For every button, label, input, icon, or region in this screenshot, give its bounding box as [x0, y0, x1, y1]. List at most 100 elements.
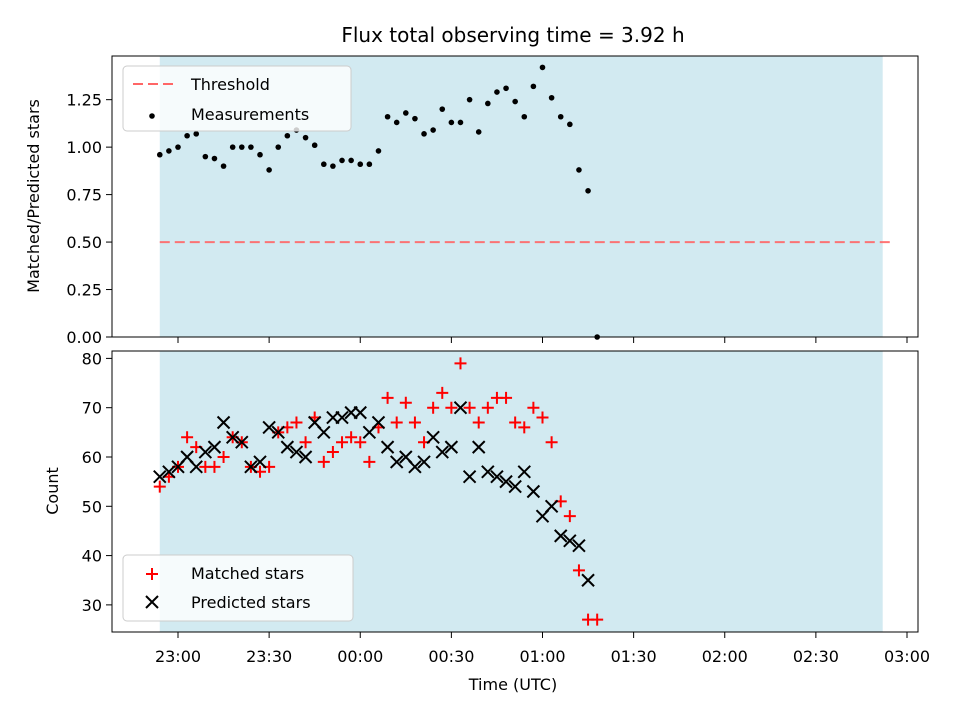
matched-star-point	[454, 357, 467, 370]
predicted-star-point	[198, 445, 213, 459]
bottom-x-ticks: 23:00 23:30 00:00 00:30 01:00 01:30 02:00 02:30…	[155, 632, 930, 666]
predicted-star-point	[253, 455, 267, 469]
predicted-star-point	[262, 420, 276, 435]
measurement-point	[503, 85, 509, 92]
y-tick-label: 0.50	[66, 233, 102, 252]
predicted-star-point	[298, 450, 313, 464]
measurement-point	[339, 157, 345, 164]
measurement-point	[512, 98, 518, 105]
y-tick-label: 70	[82, 399, 102, 418]
matched-star-point	[527, 401, 540, 414]
predicted-star-point	[335, 410, 349, 425]
matched-star-point	[381, 391, 394, 404]
matched-star-point	[572, 564, 585, 577]
predicted-star-point	[153, 470, 167, 484]
measurement-point	[375, 148, 382, 154]
predicted-star-point	[353, 405, 367, 420]
bottom-y-ticks: 30 40 50 60 70 80	[82, 349, 112, 615]
top-points	[156, 64, 600, 340]
matched-star-point	[153, 480, 166, 493]
measurement-point	[220, 163, 227, 169]
predicted-star-point	[216, 415, 231, 430]
predicted-star-point	[417, 455, 431, 469]
matched-star-point	[217, 450, 230, 463]
x-tick-label: 03:00	[884, 647, 930, 666]
measurement-point	[393, 119, 400, 126]
measurement-point	[229, 144, 236, 150]
predicted-star-point	[317, 425, 331, 440]
predicted-star-point	[526, 484, 541, 499]
matched-star-point	[299, 436, 312, 449]
y-tick-label: 80	[82, 349, 102, 368]
y-tick-label: 1.25	[66, 91, 102, 110]
predicted-star-point	[271, 425, 285, 440]
x-tick-label: 01:00	[519, 647, 565, 666]
legend-measurements-label: Measurements	[191, 105, 309, 124]
predicted-star-point	[472, 440, 486, 454]
measurement-point	[403, 110, 409, 116]
x-tick-label: 23:00	[155, 647, 201, 666]
top-legend: Threshold Measurements	[122, 65, 352, 132]
measurement-point	[439, 106, 446, 112]
predicted-star-point	[371, 415, 386, 430]
predicted-star-point	[554, 529, 568, 543]
predicted-star-point	[162, 465, 176, 479]
measurement-point	[302, 134, 309, 141]
matched-star-point	[472, 416, 485, 429]
matched-star-point	[336, 436, 349, 449]
predicted-star-point	[544, 499, 559, 513]
x-tick-label: 23:30	[246, 647, 292, 666]
top-y-label: Matched/Predicted stars	[24, 99, 43, 293]
matched-star-point	[181, 431, 194, 444]
predicted-star-point	[289, 445, 304, 459]
measurement-point	[348, 157, 354, 164]
y-tick-label: 1.00	[66, 138, 102, 157]
x-tick-label: 00:00	[337, 647, 383, 666]
chart-title: Flux total observing time = 3.92 h	[341, 23, 684, 47]
predicted-star-point	[481, 465, 495, 479]
measurement-point	[567, 121, 573, 128]
measurement-point	[475, 129, 482, 135]
measurement-point	[184, 132, 190, 139]
matched-star-point	[427, 401, 440, 414]
y-tick-label: 0.75	[66, 186, 102, 205]
legend-measurements-swatch	[149, 113, 155, 119]
predicted-star-point	[189, 460, 203, 474]
predicted-star-point	[389, 455, 404, 469]
y-tick-label: 30	[82, 596, 102, 615]
matched-star-point	[463, 401, 476, 414]
matched-star-point	[481, 401, 494, 414]
bottom-legend-box	[122, 554, 354, 622]
predicted-star-point	[572, 539, 586, 553]
measurement-point	[457, 119, 464, 126]
matched-star-point	[408, 416, 421, 429]
measurement-point	[166, 148, 172, 154]
x-tick-label: 02:30	[793, 647, 839, 666]
x-tick-label: 02:00	[702, 647, 748, 666]
measurement-point	[202, 153, 209, 160]
top-x-ticks	[177, 337, 908, 343]
matched-star-point	[518, 421, 531, 434]
measurement-point	[557, 113, 564, 120]
x-tick-label: 01:30	[611, 647, 657, 666]
measurement-point	[521, 113, 528, 120]
bottom-y-label: Count	[43, 467, 62, 515]
measurement-point	[175, 144, 181, 150]
matched-star-point	[363, 455, 376, 468]
matched-star-point	[326, 446, 339, 459]
matched-star-point	[545, 436, 558, 449]
legend-predicted-swatch	[145, 595, 159, 609]
predicted-star-point	[490, 470, 504, 484]
measurement-point	[430, 127, 436, 133]
measurement-point	[576, 167, 582, 173]
measurement-point	[193, 131, 200, 137]
predicted-star-point	[508, 479, 522, 494]
matched-star-point	[436, 386, 449, 399]
measurement-point	[548, 94, 555, 101]
measurement-point	[539, 64, 546, 71]
bottom-legend: Matched stars Predicted stars	[122, 554, 354, 622]
legend-threshold-label: Threshold	[190, 75, 270, 94]
predicted-star-point	[207, 440, 222, 454]
predicted-star-point	[408, 460, 422, 474]
